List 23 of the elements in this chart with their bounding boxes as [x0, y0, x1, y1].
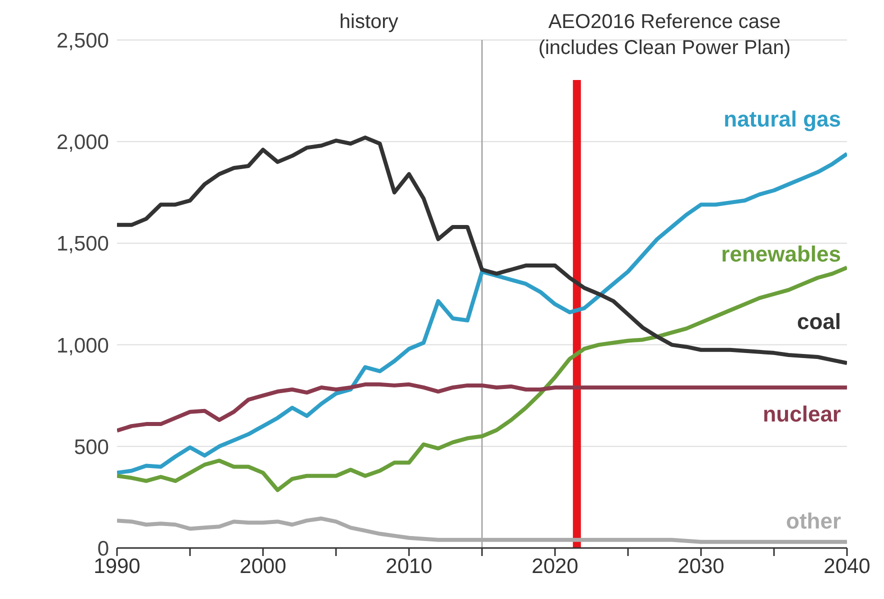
y-tick-label: 1,000 — [56, 334, 109, 358]
x-tick-label: 1990 — [94, 554, 140, 578]
x-tick-label: 2000 — [240, 554, 286, 578]
line-series — [117, 382, 847, 433]
text: history — [339, 11, 398, 33]
y-tick-label: 500 — [74, 436, 109, 459]
x-tick-label: 2030 — [678, 554, 724, 578]
series-label: natural gas — [724, 106, 841, 132]
line-series — [117, 266, 847, 492]
x-tick-label: 2020 — [532, 554, 578, 578]
text: AEO2016 Reference case — [548, 11, 781, 33]
series-label: renewables — [721, 241, 841, 266]
line-series — [117, 152, 847, 475]
series-label: nuclear — [762, 401, 842, 426]
series-label: coal — [796, 308, 841, 334]
y-tick-label: 2,000 — [56, 131, 109, 154]
series-label: other — [786, 508, 842, 534]
y-tick-label: 2,500 — [56, 29, 109, 52]
y-tick-label: 1,500 — [56, 232, 109, 256]
x-tick-label: 2010 — [386, 554, 432, 578]
x-tick-label: 2040 — [824, 554, 870, 578]
line-series — [117, 136, 847, 366]
annotation: (includes Clean Power Plan) — [538, 37, 791, 59]
